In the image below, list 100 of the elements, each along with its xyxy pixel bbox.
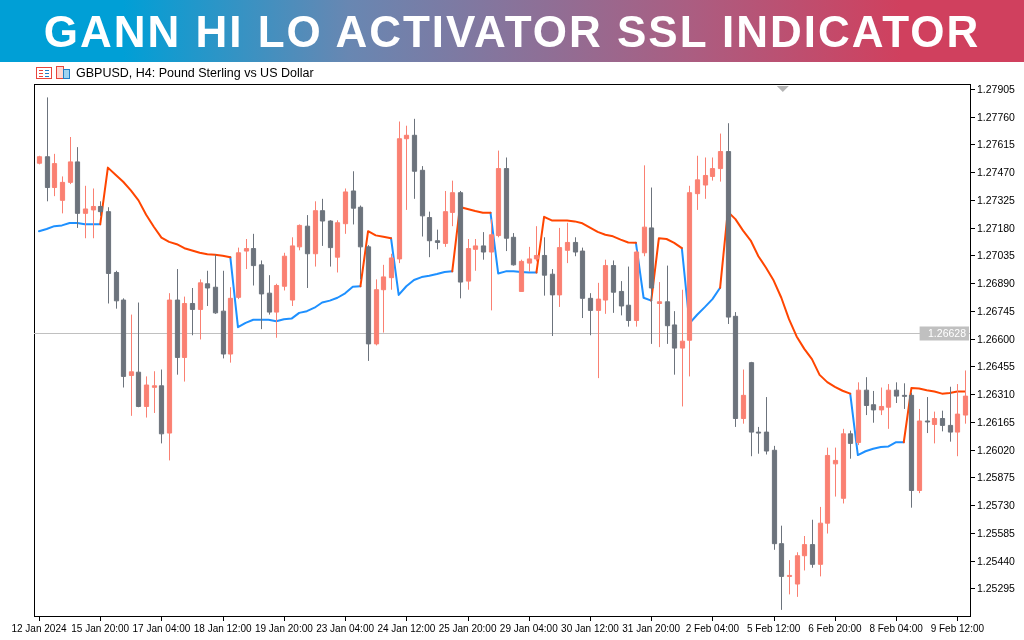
candlestick	[824, 447, 831, 535]
candlestick	[365, 244, 372, 362]
candlestick	[556, 227, 563, 308]
candlestick	[510, 232, 517, 267]
candlestick	[350, 170, 357, 225]
candlestick	[273, 283, 280, 339]
candlestick	[388, 253, 395, 291]
candlestick	[235, 247, 242, 300]
candlestick	[143, 375, 150, 419]
candlestick	[817, 506, 824, 577]
candlestick	[664, 265, 671, 345]
candlestick	[732, 311, 739, 428]
chart-subtitle: GBPUSD, H4: Pound Sterling vs US Dollar	[76, 66, 314, 80]
candlestick	[312, 200, 319, 268]
candlestick	[128, 314, 135, 417]
candlestick	[327, 219, 334, 268]
candlestick	[641, 164, 648, 257]
candlestick	[212, 254, 219, 315]
candlestick	[243, 238, 250, 270]
candlestick	[686, 185, 693, 377]
candlestick	[908, 392, 915, 509]
candlestick	[595, 282, 602, 379]
y-tick-label: 1.27905	[977, 83, 1016, 96]
candlestick	[97, 200, 104, 217]
ref-line-label: 1.26628	[928, 327, 967, 340]
candlestick	[227, 286, 234, 364]
candlestick	[380, 264, 387, 334]
candlestick	[709, 156, 716, 182]
candlestick	[587, 292, 594, 336]
x-tick-label: 6 Feb 20:00	[808, 623, 863, 634]
y-tick-label: 1.25730	[977, 499, 1016, 512]
candlestick	[924, 396, 931, 434]
candlestick	[166, 292, 173, 461]
candlestick	[449, 180, 456, 227]
y-tick-label: 1.27760	[977, 111, 1016, 124]
candlestick	[342, 187, 349, 235]
candlestick	[480, 231, 487, 261]
candlestick	[962, 369, 969, 425]
y-tick-label: 1.26020	[977, 444, 1016, 457]
candlestick	[771, 445, 778, 551]
candlestick	[832, 447, 839, 498]
candlestick	[457, 190, 464, 299]
candlestick	[465, 238, 472, 291]
chart-title: GANN HI LO ACTIVATOR SSL INDICATOR	[43, 7, 981, 56]
candlestick	[763, 396, 770, 455]
candlestick	[220, 270, 227, 359]
candlestick	[748, 361, 755, 457]
candlestick	[289, 236, 296, 307]
candlestick	[878, 387, 885, 416]
y-tick-label: 1.25440	[977, 555, 1016, 568]
candlestick	[885, 383, 892, 430]
candlestick	[717, 133, 724, 183]
x-tick-label: 25 Jan 20:00	[438, 623, 497, 634]
candlestick	[151, 370, 158, 414]
y-tick-label: 1.26745	[977, 305, 1016, 318]
candlestick	[113, 270, 120, 310]
candlestick	[702, 156, 709, 200]
x-tick-label: 29 Jan 04:00	[499, 623, 559, 634]
candlestick	[266, 274, 273, 316]
candlestick	[304, 214, 311, 289]
x-tick-label: 31 Jan 20:00	[622, 623, 681, 634]
y-tick-label: 1.25875	[977, 471, 1016, 484]
candlestick	[373, 278, 380, 346]
candlestick	[403, 125, 410, 211]
x-tick-label: 24 Jan 12:00	[377, 623, 436, 634]
candlestick	[472, 238, 479, 272]
candlestick	[870, 390, 877, 424]
candlestick	[840, 428, 847, 504]
candlestick	[801, 535, 808, 571]
candlestick	[954, 383, 961, 457]
y-tick-label: 1.27615	[977, 138, 1016, 151]
y-tick-label: 1.27180	[977, 222, 1016, 235]
candlestick	[181, 296, 188, 383]
candlestick	[488, 218, 495, 311]
candlestick	[618, 280, 625, 316]
candlestick	[855, 381, 862, 446]
candlestick	[189, 287, 196, 336]
candlestick	[281, 252, 288, 291]
candlestick	[656, 281, 663, 348]
candlestick	[541, 236, 548, 297]
candlestick	[51, 153, 58, 197]
candlestick	[740, 369, 747, 425]
candlestick	[44, 96, 51, 202]
candlestick	[610, 259, 617, 314]
candlestick	[931, 411, 938, 444]
candlestick	[396, 121, 403, 264]
candlestick	[503, 156, 510, 252]
candlestick	[296, 223, 303, 251]
candlestick	[916, 408, 923, 494]
candlestick	[533, 225, 540, 262]
candlestick	[648, 187, 655, 345]
candlestick	[786, 559, 793, 595]
candlestick	[158, 369, 165, 444]
candlestick	[863, 376, 870, 416]
candlestick	[671, 310, 678, 376]
candlestick	[526, 246, 533, 273]
y-tick-label: 1.25585	[977, 527, 1016, 540]
candlestick	[809, 519, 816, 569]
candlestick	[319, 198, 326, 247]
candlestick	[725, 122, 732, 325]
